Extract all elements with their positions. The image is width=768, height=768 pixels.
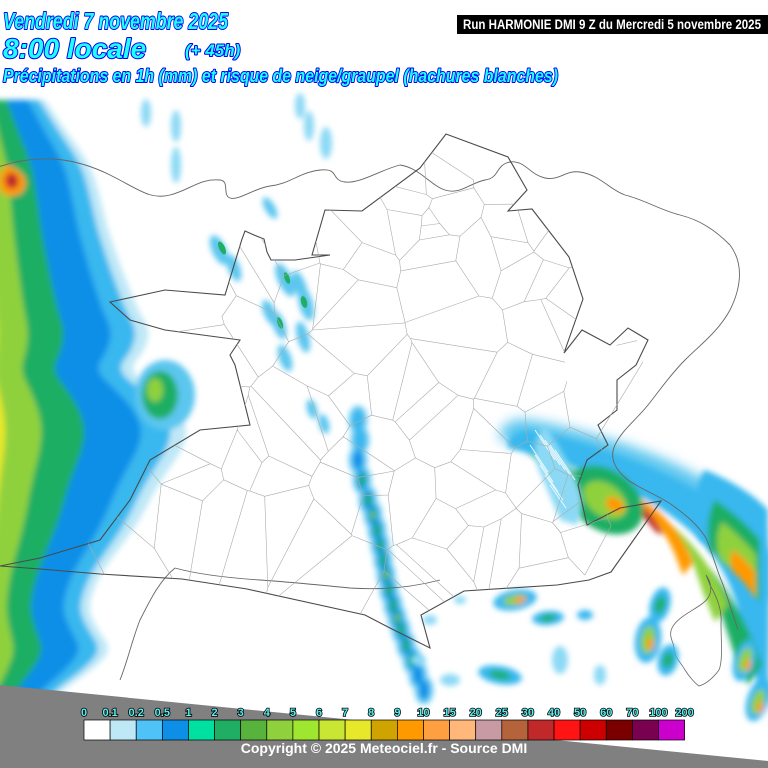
svg-text:15: 15 (443, 707, 455, 719)
svg-text:100: 100 (649, 707, 667, 719)
svg-text:9: 9 (394, 707, 400, 719)
svg-text:6: 6 (316, 707, 322, 719)
svg-text:Précipitations en 1h (mm) et r: Précipitations en 1h (mm) et risque de n… (3, 66, 558, 86)
svg-text:Vendredi 7 novembre 2025: Vendredi 7 novembre 2025 (3, 8, 229, 34)
svg-text:5: 5 (290, 707, 296, 719)
svg-text:Run HARMONIE DMI 9 Z du Mercre: Run HARMONIE DMI 9 Z du Mercredi 5 novem… (463, 17, 761, 32)
svg-text:(+ 45h): (+ 45h) (185, 41, 241, 60)
svg-text:10: 10 (417, 707, 429, 719)
svg-text:60: 60 (600, 707, 612, 719)
svg-text:7: 7 (342, 707, 348, 719)
svg-text:0.1: 0.1 (102, 707, 117, 719)
svg-text:1: 1 (185, 707, 191, 719)
svg-text:70: 70 (626, 707, 638, 719)
svg-text:20: 20 (470, 707, 482, 719)
svg-text:0.2: 0.2 (129, 707, 144, 719)
svg-text:2: 2 (212, 707, 218, 719)
svg-text:30: 30 (522, 707, 534, 719)
svg-text:25: 25 (496, 707, 508, 719)
svg-text:0.5: 0.5 (155, 707, 170, 719)
svg-text:8: 8 (368, 707, 374, 719)
svg-text:8:00 locale: 8:00 locale (3, 33, 146, 64)
svg-text:Copyright © 2025 Meteociel.fr: Copyright © 2025 Meteociel.fr - Source D… (241, 740, 528, 756)
svg-text:0: 0 (81, 707, 87, 719)
svg-text:40: 40 (548, 707, 560, 719)
svg-text:4: 4 (264, 707, 271, 719)
svg-text:3: 3 (238, 707, 244, 719)
svg-text:50: 50 (574, 707, 586, 719)
svg-text:200: 200 (675, 707, 693, 719)
